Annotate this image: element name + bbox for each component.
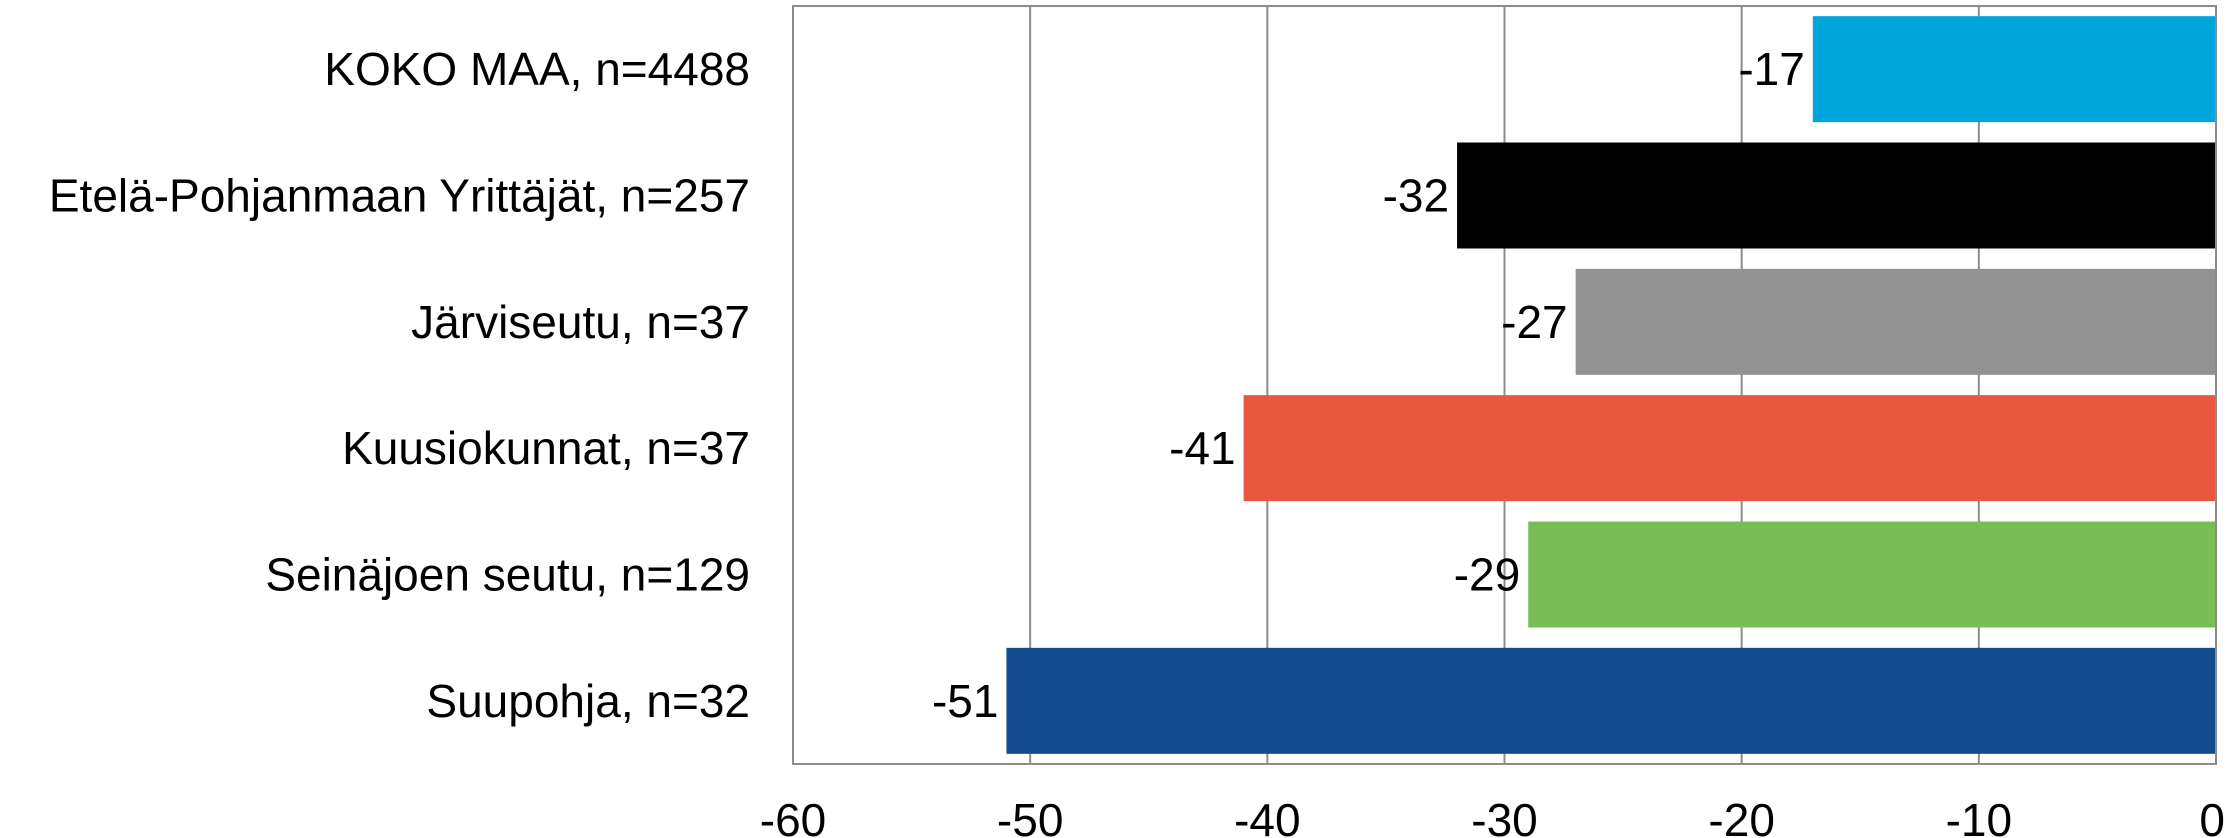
bar <box>1006 647 2217 754</box>
data-labels: -17 -32 -27 -41 -29 -51 <box>932 43 1805 727</box>
bar <box>1243 395 2216 502</box>
category-label: Suupohja, n=32 <box>426 675 750 727</box>
bar <box>1812 16 2216 123</box>
data-label: -41 <box>1169 422 1235 474</box>
data-label: -27 <box>1501 296 1567 348</box>
bar <box>1575 268 2216 375</box>
x-tick-label: -60 <box>760 794 826 838</box>
category-label: KOKO MAA, n=4488 <box>324 43 750 95</box>
data-label: -17 <box>1738 43 1804 95</box>
x-tick-label: -40 <box>1234 794 1300 838</box>
x-tick-label: -10 <box>1946 794 2012 838</box>
category-label: Etelä-Pohjanmaan Yrittäjät, n=257 <box>49 170 750 222</box>
plot-area-border <box>792 5 2217 765</box>
gridlines <box>1029 6 1980 764</box>
data-label: -32 <box>1383 170 1449 222</box>
x-tick-label: -20 <box>1708 794 1774 838</box>
bars <box>1006 16 2217 754</box>
bar <box>1528 521 2216 628</box>
x-axis-tick-labels: -60 -50 -40 -30 -20 -10 0 <box>760 794 2225 838</box>
x-tick-label: 0 <box>2199 794 2225 838</box>
x-tick-label: -30 <box>1471 794 1537 838</box>
category-label: Seinäjoen seutu, n=129 <box>265 549 750 601</box>
category-label: Järviseutu, n=37 <box>411 296 750 348</box>
category-label: Kuusiokunnat, n=37 <box>342 422 750 474</box>
data-label: -51 <box>932 675 998 727</box>
category-labels: KOKO MAA, n=4488 Etelä-Pohjanmaan Yrittäj… <box>49 43 750 727</box>
x-tick-label: -50 <box>997 794 1063 838</box>
bar <box>1457 142 2216 249</box>
data-label: -29 <box>1454 549 1520 601</box>
